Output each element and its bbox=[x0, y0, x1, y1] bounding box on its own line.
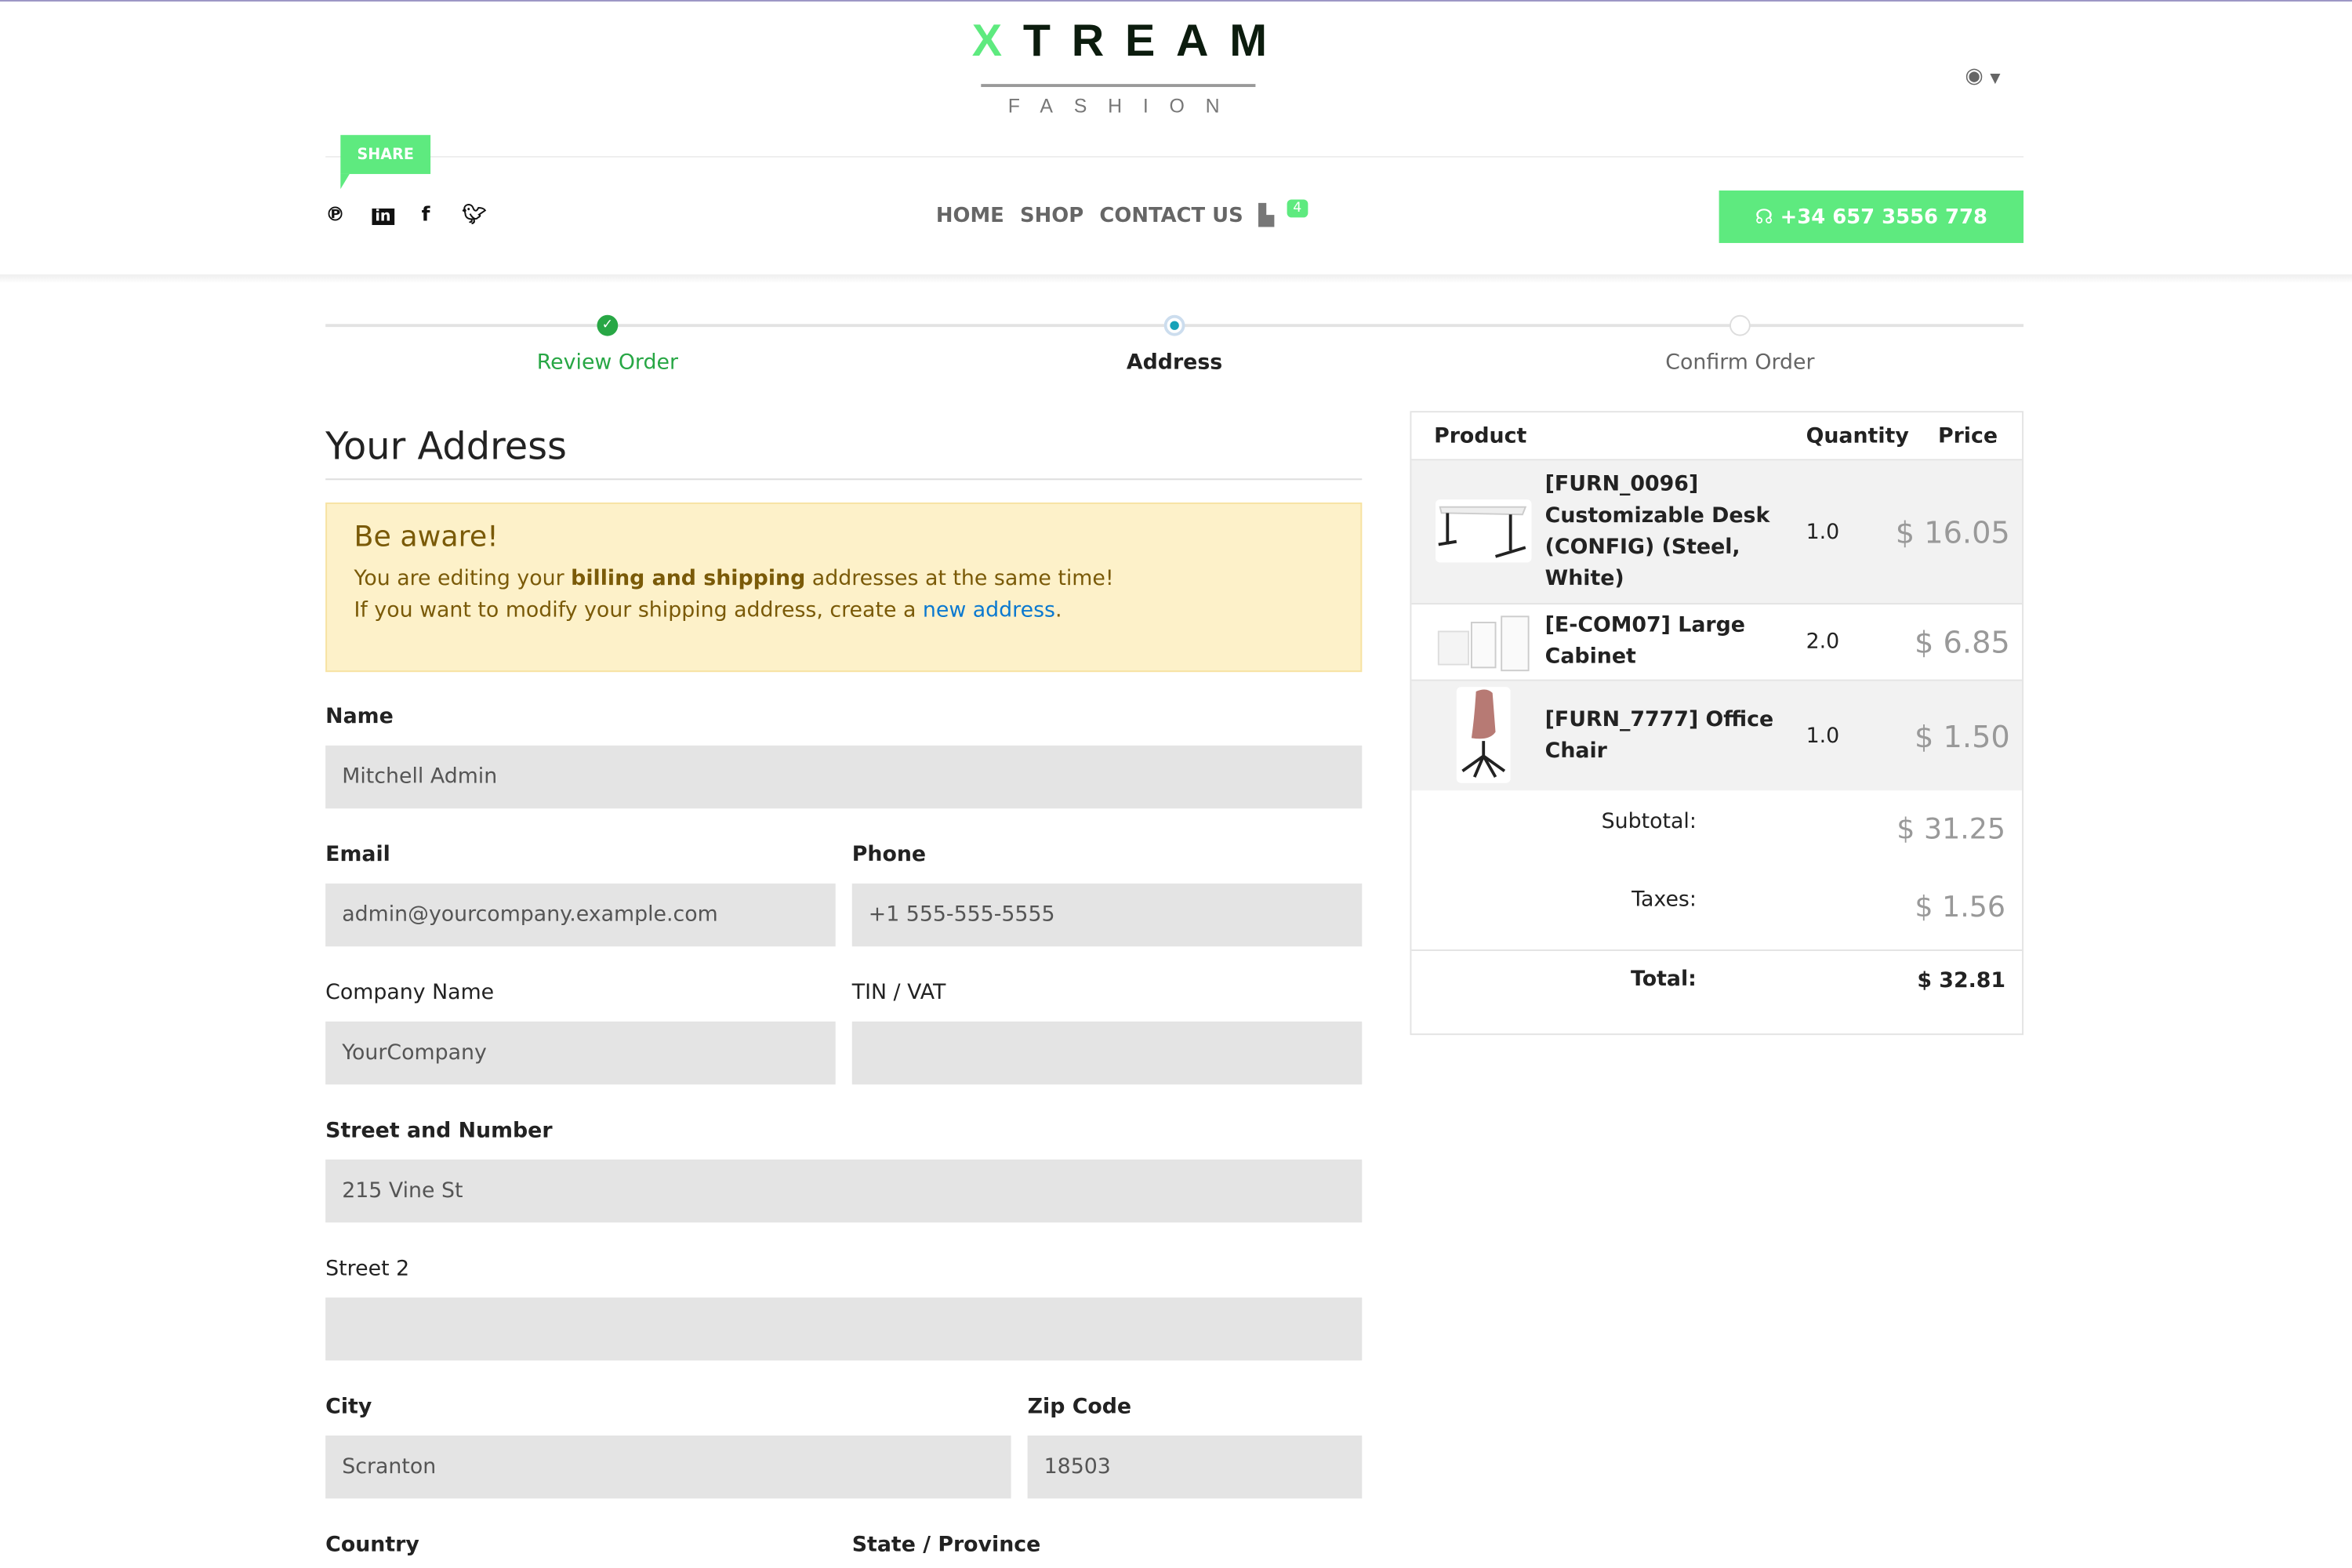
divider bbox=[1411, 949, 2023, 952]
street-label: Street and Number bbox=[325, 1119, 553, 1143]
total-value: $ 32.81 bbox=[1917, 968, 2006, 993]
new-address-link[interactable]: new address bbox=[922, 598, 1055, 623]
step-confirm-order: Confirm Order bbox=[1665, 350, 1815, 376]
logo-initial: X bbox=[971, 16, 1023, 67]
country-label: Country bbox=[325, 1533, 419, 1557]
phone-number: +34 657 3556 778 bbox=[1780, 205, 1987, 229]
street-field[interactable] bbox=[325, 1159, 1363, 1223]
chair-image[interactable] bbox=[1456, 687, 1511, 783]
table-header: Product Quantity Price bbox=[1411, 412, 2023, 461]
subtotal-label: Subtotal: bbox=[1601, 810, 1697, 834]
current-step-dot bbox=[1163, 314, 1185, 336]
phone-label: Phone bbox=[851, 843, 927, 867]
company-label: Company Name bbox=[325, 981, 495, 1005]
alert-line-2: If you want to modify your shipping addr… bbox=[354, 598, 1062, 623]
state-label: State / Province bbox=[851, 1533, 1041, 1557]
quantity: 1.0 bbox=[1806, 724, 1840, 748]
caret-down-icon: ▼ bbox=[1990, 71, 2001, 87]
table-row: [FURN_0096] Customizable Desk (CONFIG) (… bbox=[1411, 460, 2023, 604]
pinterest-icon[interactable]: ℗ bbox=[325, 204, 346, 227]
warning-alert: Be aware! You are editing your billing a… bbox=[325, 502, 1363, 673]
price: $ 6.85 bbox=[1915, 623, 2010, 660]
col-product: Product bbox=[1434, 423, 1527, 448]
cabinet-image[interactable] bbox=[1435, 613, 1532, 674]
divider bbox=[325, 478, 1363, 481]
user-menu[interactable]: ◉ ▼ bbox=[1965, 64, 2000, 89]
subtotal-value: $ 31.25 bbox=[1896, 812, 2006, 847]
facebook-icon[interactable]: f bbox=[421, 204, 430, 227]
user-icon: ◉ bbox=[1965, 64, 1984, 89]
name-field[interactable] bbox=[325, 745, 1363, 809]
street2-label: Street 2 bbox=[325, 1257, 410, 1281]
col-quantity: Quantity bbox=[1806, 423, 1909, 448]
header-shadow bbox=[0, 274, 2352, 284]
zip-field[interactable] bbox=[1027, 1435, 1363, 1499]
taxes-label: Taxes: bbox=[1632, 887, 1697, 913]
step-address: Address bbox=[1126, 350, 1223, 376]
taxes-value: $ 1.56 bbox=[1915, 891, 2006, 924]
total-label: Total: bbox=[1630, 967, 1697, 992]
step-review-order[interactable]: Review Order bbox=[536, 350, 678, 376]
headset-icon: ☊ bbox=[1755, 205, 1780, 229]
phone-button[interactable]: ☊ +34 657 3556 778 bbox=[1719, 190, 2024, 243]
cart-icon[interactable]: ▙ bbox=[1258, 204, 1275, 228]
nav-home[interactable]: HOME bbox=[935, 204, 1004, 228]
street2-field[interactable] bbox=[325, 1297, 1363, 1361]
page-title: Your Address bbox=[325, 424, 568, 468]
email-label: Email bbox=[325, 843, 390, 867]
check-icon: ✓ bbox=[597, 314, 619, 336]
vat-label: TIN / VAT bbox=[851, 981, 946, 1005]
quantity: 2.0 bbox=[1806, 630, 1840, 655]
logo[interactable]: XTREAM bbox=[972, 16, 1288, 67]
cart-count-badge: 4 bbox=[1287, 199, 1308, 218]
twitter-icon[interactable]: 🐦︎ bbox=[462, 204, 487, 227]
vat-field[interactable] bbox=[851, 1021, 1363, 1085]
share-label: SHARE bbox=[340, 135, 431, 190]
linkedin-icon[interactable]: in bbox=[372, 208, 394, 225]
price: $ 16.05 bbox=[1895, 514, 2010, 550]
alert-line-1: You are editing your billing and shippin… bbox=[354, 567, 1114, 591]
quantity: 1.0 bbox=[1806, 519, 1840, 544]
logo-subtitle: FASHION bbox=[1007, 94, 1241, 118]
name-label: Name bbox=[325, 705, 394, 729]
email-field[interactable] bbox=[325, 883, 836, 947]
phone-field[interactable] bbox=[851, 883, 1363, 947]
pending-step-dot bbox=[1730, 314, 1751, 336]
zip-label: Zip Code bbox=[1027, 1395, 1132, 1419]
logo-divider bbox=[981, 84, 1256, 87]
alert-title: Be aware! bbox=[354, 520, 499, 554]
city-field[interactable] bbox=[325, 1435, 1011, 1499]
table-row: [FURN_7777] Office Chair 1.0 $ 1.50 bbox=[1411, 681, 2023, 791]
product-name[interactable]: [FURN_0096] Customizable Desk (CONFIG) (… bbox=[1544, 471, 1770, 590]
city-label: City bbox=[325, 1395, 372, 1419]
nav-shop[interactable]: SHOP bbox=[1020, 204, 1084, 228]
logo-text: TREAM bbox=[1022, 16, 1288, 67]
company-field[interactable] bbox=[325, 1021, 836, 1085]
desk-image[interactable] bbox=[1435, 499, 1532, 563]
product-name[interactable]: [E-COM07] Large Cabinet bbox=[1544, 613, 1745, 670]
product-name[interactable]: [FURN_7777] Office Chair bbox=[1544, 707, 1774, 763]
order-summary: Product Quantity Price [FURN_0096] Custo… bbox=[1410, 411, 2024, 1036]
col-price: Price bbox=[1937, 423, 1998, 448]
table-row: [E-COM07] Large Cabinet 2.0 $ 6.85 bbox=[1411, 603, 2023, 681]
price: $ 1.50 bbox=[1915, 717, 2010, 754]
nav-contact-us[interactable]: CONTACT US bbox=[1099, 204, 1243, 228]
divider bbox=[325, 155, 2024, 158]
